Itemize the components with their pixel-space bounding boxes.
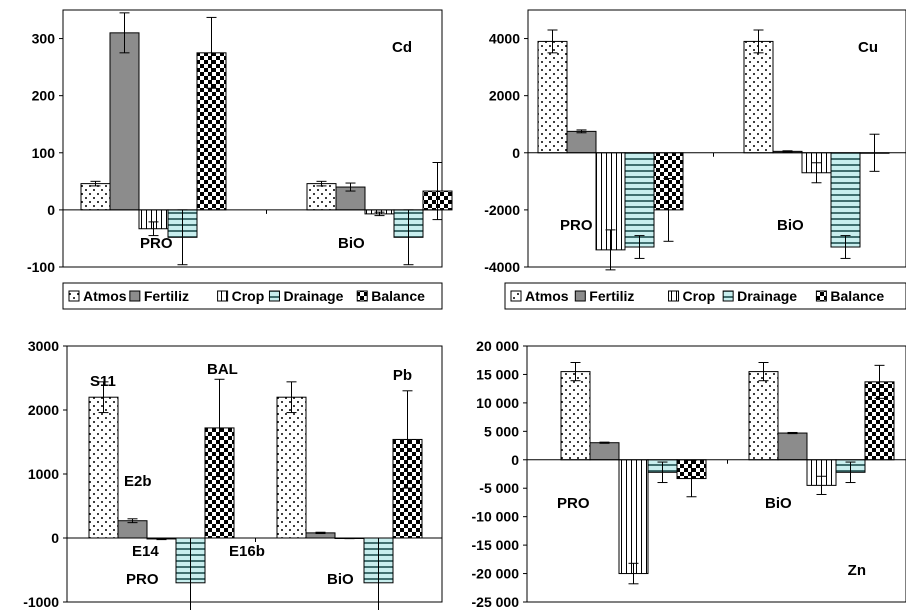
bar-drainage-pro — [624, 152, 655, 248]
y-tick-label: 1000 — [28, 466, 59, 482]
legend-label: Atmos — [83, 288, 127, 304]
y-tick-label: -25 000 — [472, 594, 520, 610]
y-tick-label: 0 — [512, 145, 520, 161]
chart-panel-cd: -100 0 100 200 300 PRO BiO Cd Atmos Fertiliz Crop D… — [27, 9, 453, 310]
bar-fertiliz-pro — [566, 130, 597, 154]
group-label: PRO — [126, 571, 159, 588]
y-tick-label: -15 000 — [472, 537, 520, 553]
y-tick-label: 0 — [47, 202, 55, 218]
legend-swatch-balance — [356, 290, 368, 302]
legend-label: Fertiliz — [144, 288, 189, 304]
bar-atmos-bio — [743, 40, 774, 154]
y-tick-label: 3000 — [28, 338, 59, 354]
plot-area-frame — [526, 345, 906, 603]
bar-crop-pro — [618, 459, 649, 575]
group-label: PRO — [560, 217, 593, 234]
legend-swatch-balance — [815, 290, 827, 302]
panel-title: Cu — [858, 39, 878, 56]
chart-panel-zn: -25 000 -20 000 -15 000 -10 000 -5 000 0 5 000… — [472, 338, 906, 610]
legend: Atmos Fertiliz Crop Drainage Balance — [62, 282, 443, 310]
chart-panel-cu: -4000 -2000 0 2000 4000 PRO BiO Cu Atmos Fertiliz… — [484, 9, 906, 310]
annotation-label: E2b — [124, 473, 152, 490]
legend-label: Atmos — [525, 288, 569, 304]
panel-title: Pb — [393, 367, 412, 384]
legend-label: Drainage — [283, 288, 343, 304]
y-tick-label: 0 — [51, 530, 59, 546]
legend-box — [504, 282, 906, 310]
chart-panel-pb: -1000 0 1000 2000 3000 PRO BiO Pb S11 E2b E14 E16b B… — [23, 338, 443, 615]
legend-swatch-fertiliz — [574, 290, 586, 302]
bar-atmos-pro — [88, 396, 119, 539]
group-label: BiO — [327, 571, 354, 588]
y-tick-label: 20 000 — [476, 338, 519, 354]
y-tick-label: 0 — [511, 452, 519, 468]
bar-atmos-pro — [80, 183, 111, 211]
annotation-label: BAL — [207, 361, 238, 378]
y-tick-label: -20 000 — [472, 566, 520, 582]
y-tick-label: 100 — [32, 145, 56, 161]
bar-atmos-pro — [537, 40, 568, 154]
legend-label: Balance — [830, 288, 884, 304]
legend-swatch-drainage — [722, 290, 734, 302]
y-tick-label: -100 — [27, 259, 55, 275]
legend-swatch-crop — [217, 290, 229, 302]
y-tick-label: 15 000 — [476, 366, 519, 382]
legend-label: Crop — [232, 288, 265, 304]
y-tick-label: 2000 — [28, 402, 59, 418]
legend-label: Drainage — [737, 288, 797, 304]
annotation-label: E14 — [132, 543, 159, 560]
y-tick-label: 5 000 — [484, 423, 519, 439]
y-tick-label: -10 000 — [472, 509, 520, 525]
group-label: BiO — [777, 217, 804, 234]
legend-swatch-atmos — [68, 290, 80, 302]
y-tick-label: 4000 — [489, 31, 520, 47]
bar-fertiliz-bio — [777, 432, 808, 461]
group-label: PRO — [557, 495, 590, 512]
y-tick-label: 10 000 — [476, 395, 519, 411]
bar-atmos-bio — [276, 396, 307, 539]
legend-swatch-atmos — [510, 290, 522, 302]
annotation-label: E16b — [229, 543, 265, 560]
group-label: BiO — [765, 495, 792, 512]
annotation-label: S11 — [90, 373, 116, 390]
bar-atmos-bio — [748, 371, 779, 461]
bar-fertiliz-pro — [589, 442, 620, 461]
y-tick-label: -1000 — [23, 594, 59, 610]
bar-atmos-pro — [560, 371, 591, 461]
legend: Atmos Fertiliz Crop Drainage Balance — [504, 282, 906, 310]
y-tick-label: -5 000 — [479, 480, 519, 496]
y-tick-label: -2000 — [484, 202, 520, 218]
bar-fertiliz-pro — [117, 520, 148, 539]
legend-label: Balance — [371, 288, 425, 304]
legend-label: Fertiliz — [589, 288, 634, 304]
y-tick-label: 300 — [32, 31, 56, 47]
bar-atmos-bio — [306, 183, 337, 211]
legend-swatch-drainage — [268, 290, 280, 302]
legend-label: Crop — [683, 288, 716, 304]
y-tick-label: -4000 — [484, 259, 520, 275]
legend-box — [62, 282, 443, 310]
legend-swatch-fertiliz — [129, 290, 141, 302]
plot-area-frame — [527, 9, 906, 268]
group-label: PRO — [140, 235, 173, 252]
group-label: BiO — [338, 235, 365, 252]
panel-title: Cd — [392, 39, 412, 56]
plot-area-frame — [62, 9, 443, 268]
y-tick-label: 2000 — [489, 88, 520, 104]
bar-drainage-bio — [830, 152, 861, 248]
bar-fertiliz-pro — [109, 32, 140, 211]
legend-swatch-crop — [668, 290, 680, 302]
panel-title: Zn — [848, 562, 866, 579]
y-tick-label: 200 — [32, 88, 56, 104]
